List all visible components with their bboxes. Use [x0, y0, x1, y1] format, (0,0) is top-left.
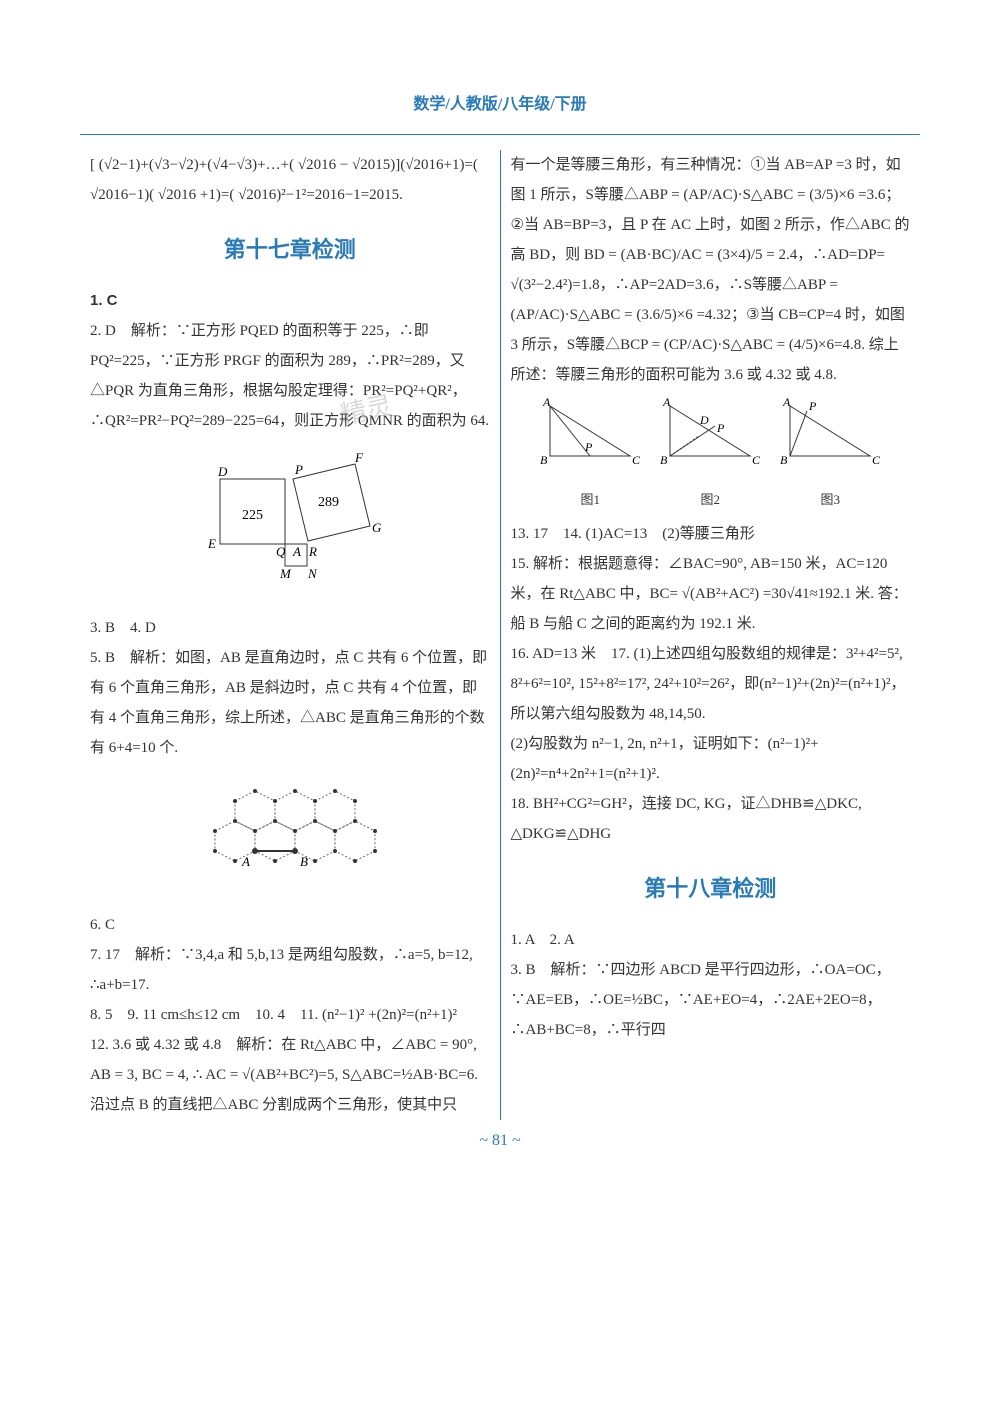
- page-header: 数学/人教版/八年级/下册: [80, 90, 920, 114]
- q6: 6. C: [90, 910, 490, 940]
- svg-text:A: A: [542, 396, 551, 409]
- svg-text:A: A: [292, 544, 301, 559]
- svg-text:P: P: [294, 462, 303, 477]
- svg-text:A: A: [241, 854, 250, 869]
- ch18-q3: 3. B 解析：∵四边形 ABCD 是平行四边形，∴OA=OC，∵AE=EB，∴…: [511, 955, 911, 1045]
- figure-hexgrid: A B: [90, 771, 490, 902]
- page-number: 81: [80, 1132, 920, 1150]
- right-column: 有一个是等腰三角形，有三种情况：①当 AB=AP =3 时，如图 1 所示，S等…: [501, 150, 921, 1120]
- svg-text:F: F: [354, 450, 364, 465]
- chapter17-title: 第十七章检测: [90, 228, 490, 272]
- ch18-q1-2: 1. A 2. A: [511, 925, 911, 955]
- q12: 12. 3.6 或 4.32 或 4.8 解析：在 Rt△ABC 中，∠ABC …: [90, 1030, 490, 1120]
- q18: 18. BH²+CG²=GH²，连接 DC, KG，证△DHB≌△DKC, △D…: [511, 789, 911, 849]
- svg-text:M: M: [279, 566, 292, 581]
- two-columns: [ (√2−1)+(√3−√2)+(√4−√3)+…+( √2016 − √20…: [80, 150, 920, 1120]
- svg-text:Q: Q: [276, 544, 286, 559]
- q1: 1. C: [90, 286, 490, 316]
- svg-text:A: A: [662, 396, 671, 409]
- cap1: 图1: [535, 487, 645, 513]
- svg-text:G: G: [372, 520, 382, 535]
- header-divider: [80, 134, 920, 135]
- svg-text:B: B: [780, 453, 788, 467]
- fig-tri2: A B C D P 图2: [655, 396, 765, 513]
- q2: 2. D 解析：∵正方形 PQED 的面积等于 225，∴即 PQ²=225，∵…: [90, 316, 490, 436]
- svg-text:B: B: [660, 453, 668, 467]
- svg-text:D: D: [699, 413, 709, 427]
- svg-text:P: P: [808, 399, 817, 413]
- q15: 15. 解析：根据题意得：∠BAC=90°, AB=150 米，AC=120 米…: [511, 549, 911, 639]
- svg-text:N: N: [307, 566, 318, 581]
- q7: 7. 17 解析：∵3,4,a 和 5,b,13 是两组勾股数，∴a=5, b=…: [90, 940, 490, 1000]
- label-289: 289: [318, 495, 339, 510]
- q16-17: 16. AD=13 米 17. (1)上述四组勾股数组的规律是：3²+4²=5²…: [511, 639, 911, 729]
- svg-text:B: B: [300, 854, 308, 869]
- sequence-solution: [ (√2−1)+(√3−√2)+(√4−√3)+…+( √2016 − √20…: [90, 150, 490, 210]
- q13-14: 13. 17 14. (1)AC=13 (2)等腰三角形: [511, 519, 911, 549]
- q5: 5. B 解析：如图，AB 是直角边时，点 C 共有 6 个位置，即有 6 个直…: [90, 643, 490, 763]
- q8-11: 8. 5 9. 11 cm≤h≤12 cm 10. 4 11. (n²−1)² …: [90, 1000, 490, 1030]
- label-225: 225: [242, 508, 263, 523]
- q12-cont: 有一个是等腰三角形，有三种情况：①当 AB=AP =3 时，如图 1 所示，S等…: [511, 150, 911, 390]
- svg-text:E: E: [207, 536, 216, 551]
- svg-text:P: P: [716, 421, 725, 435]
- fig-tri1: A B C P 图1: [535, 396, 645, 513]
- svg-text:C: C: [752, 453, 761, 467]
- q3-4: 3. B 4. D: [90, 613, 490, 643]
- cap2: 图2: [655, 487, 765, 513]
- q1-text: 1. C: [90, 292, 118, 309]
- svg-text:R: R: [308, 544, 317, 559]
- squares-svg: 225 289 D E P F G Q A R M N: [190, 444, 390, 594]
- chapter18-title: 第十八章检测: [511, 867, 911, 911]
- svg-text:A: A: [782, 396, 791, 409]
- svg-text:C: C: [632, 453, 641, 467]
- hexgrid-svg: A B: [200, 771, 380, 891]
- cap3: 图3: [775, 487, 885, 513]
- left-column: [ (√2−1)+(√3−√2)+(√4−√3)+…+( √2016 − √20…: [80, 150, 500, 1120]
- svg-text:P: P: [584, 440, 593, 454]
- triangle-figures: A B C P 图1 A B C D: [511, 396, 911, 513]
- svg-text:B: B: [540, 453, 548, 467]
- svg-text:D: D: [217, 464, 228, 479]
- page: 数学/人教版/八年级/下册 精灵 [ (√2−1)+(√3−√2)+(√4−√3…: [0, 0, 1000, 1420]
- fig-tri3: A B C P 图3: [775, 396, 885, 513]
- svg-text:C: C: [872, 453, 881, 467]
- q17b: (2)勾股数为 n²−1, 2n, n²+1，证明如下：(n²−1)²+(2n)…: [511, 729, 911, 789]
- figure-squares: 225 289 D E P F G Q A R M N: [90, 444, 490, 605]
